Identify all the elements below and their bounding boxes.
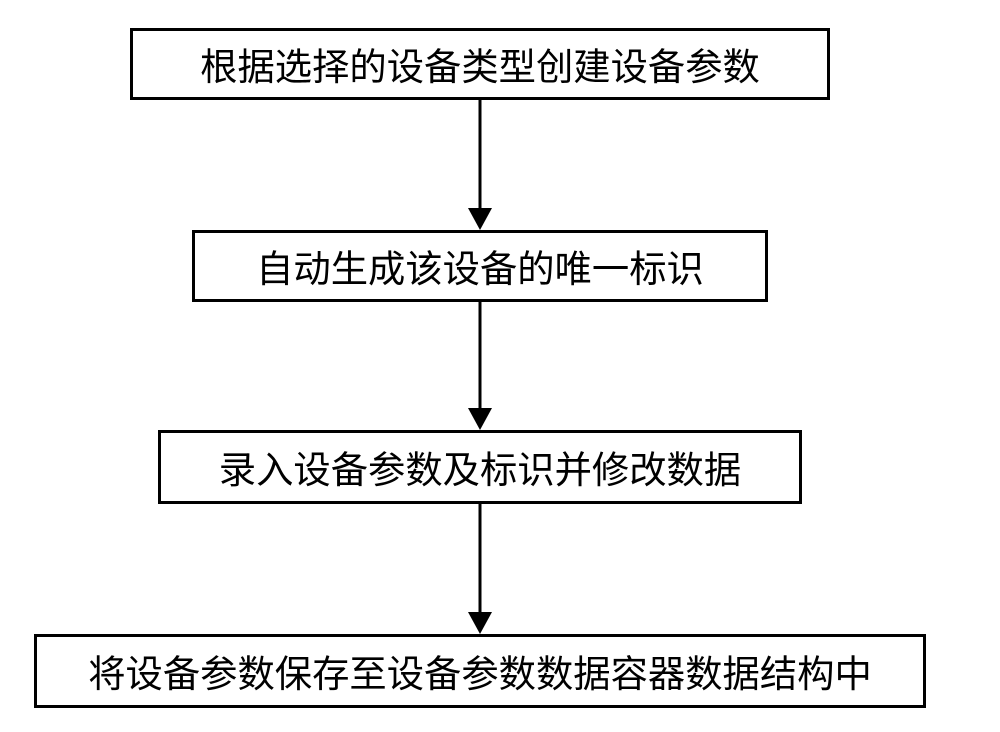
flow-node-create-params: 根据选择的设备类型创建设备参数 bbox=[130, 28, 830, 100]
flow-node-label: 根据选择的设备类型创建设备参数 bbox=[200, 37, 760, 91]
edges-layer bbox=[0, 0, 1000, 732]
flow-node-label: 录入设备参数及标识并修改数据 bbox=[219, 440, 741, 494]
flow-node-label: 将设备参数保存至设备参数数据容器数据结构中 bbox=[88, 644, 872, 698]
flow-node-input-modify: 录入设备参数及标识并修改数据 bbox=[158, 430, 802, 504]
flowchart-canvas: 根据选择的设备类型创建设备参数 自动生成该设备的唯一标识 录入设备参数及标识并修… bbox=[0, 0, 1000, 732]
flow-node-label: 自动生成该设备的唯一标识 bbox=[256, 239, 704, 293]
flow-node-save-container: 将设备参数保存至设备参数数据容器数据结构中 bbox=[34, 634, 926, 708]
flow-node-generate-id: 自动生成该设备的唯一标识 bbox=[192, 230, 768, 302]
